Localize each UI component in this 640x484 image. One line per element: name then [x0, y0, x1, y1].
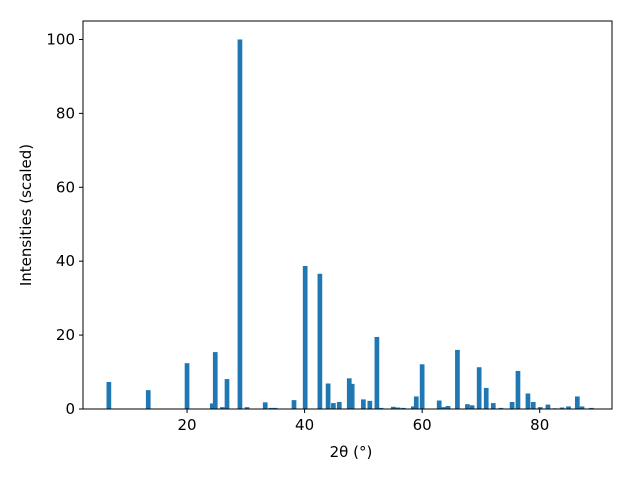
- bar: [515, 370, 521, 409]
- x-tick-label: 20: [177, 416, 196, 434]
- bar: [413, 396, 419, 409]
- bar: [574, 396, 580, 409]
- bar: [219, 407, 225, 409]
- bar: [559, 407, 565, 409]
- bar: [244, 407, 250, 409]
- bar: [374, 336, 380, 409]
- bar: [476, 367, 482, 409]
- bar: [262, 402, 268, 409]
- bar: [566, 406, 571, 409]
- bar: [302, 265, 308, 409]
- bar: [317, 273, 323, 409]
- bar: [378, 407, 384, 409]
- bar: [400, 407, 406, 409]
- plot-frame: [82, 20, 613, 410]
- bar: [331, 403, 336, 409]
- bar: [212, 352, 218, 409]
- bar: [436, 400, 442, 409]
- bar: [325, 383, 331, 409]
- bar: [579, 406, 585, 409]
- bar: [395, 407, 401, 409]
- bar: [349, 383, 355, 409]
- x-axis-label: 2θ (°): [330, 443, 373, 461]
- bar: [346, 378, 352, 409]
- bar: [445, 406, 451, 409]
- bar: [525, 393, 531, 409]
- bar: [589, 407, 594, 409]
- bar: [361, 399, 366, 409]
- x-tick-label: 60: [413, 416, 432, 434]
- y-tick-label: 0: [65, 400, 75, 418]
- bar: [465, 404, 470, 409]
- bar: [419, 364, 425, 409]
- y-tick-label: 20: [56, 326, 75, 344]
- bar: [224, 379, 230, 409]
- y-tick-label: 60: [56, 178, 75, 196]
- bar: [490, 403, 496, 409]
- bar: [390, 406, 396, 409]
- y-axis-label: Intensities (scaled): [17, 144, 35, 286]
- bar: [209, 403, 215, 409]
- bar: [272, 407, 278, 409]
- bar: [498, 407, 504, 409]
- bar: [410, 406, 416, 409]
- bar: [106, 382, 112, 409]
- bar: [545, 404, 551, 409]
- bar: [336, 401, 342, 409]
- bar: [291, 400, 297, 409]
- bar: [530, 401, 536, 409]
- bar: [483, 387, 489, 409]
- bar: [455, 349, 460, 409]
- bar: [184, 363, 190, 409]
- y-tick-label: 40: [56, 252, 75, 270]
- bar: [509, 401, 515, 409]
- bar: [237, 39, 243, 409]
- y-tick-label: 80: [56, 104, 75, 122]
- bar: [268, 407, 274, 409]
- bar: [145, 390, 151, 409]
- bar: [469, 405, 475, 409]
- x-tick-label: 40: [295, 416, 314, 434]
- y-tick-label: 100: [46, 30, 75, 48]
- bar: [367, 400, 373, 409]
- x-tick-label: 80: [530, 416, 549, 434]
- bar: [441, 407, 447, 409]
- bar: [537, 407, 543, 409]
